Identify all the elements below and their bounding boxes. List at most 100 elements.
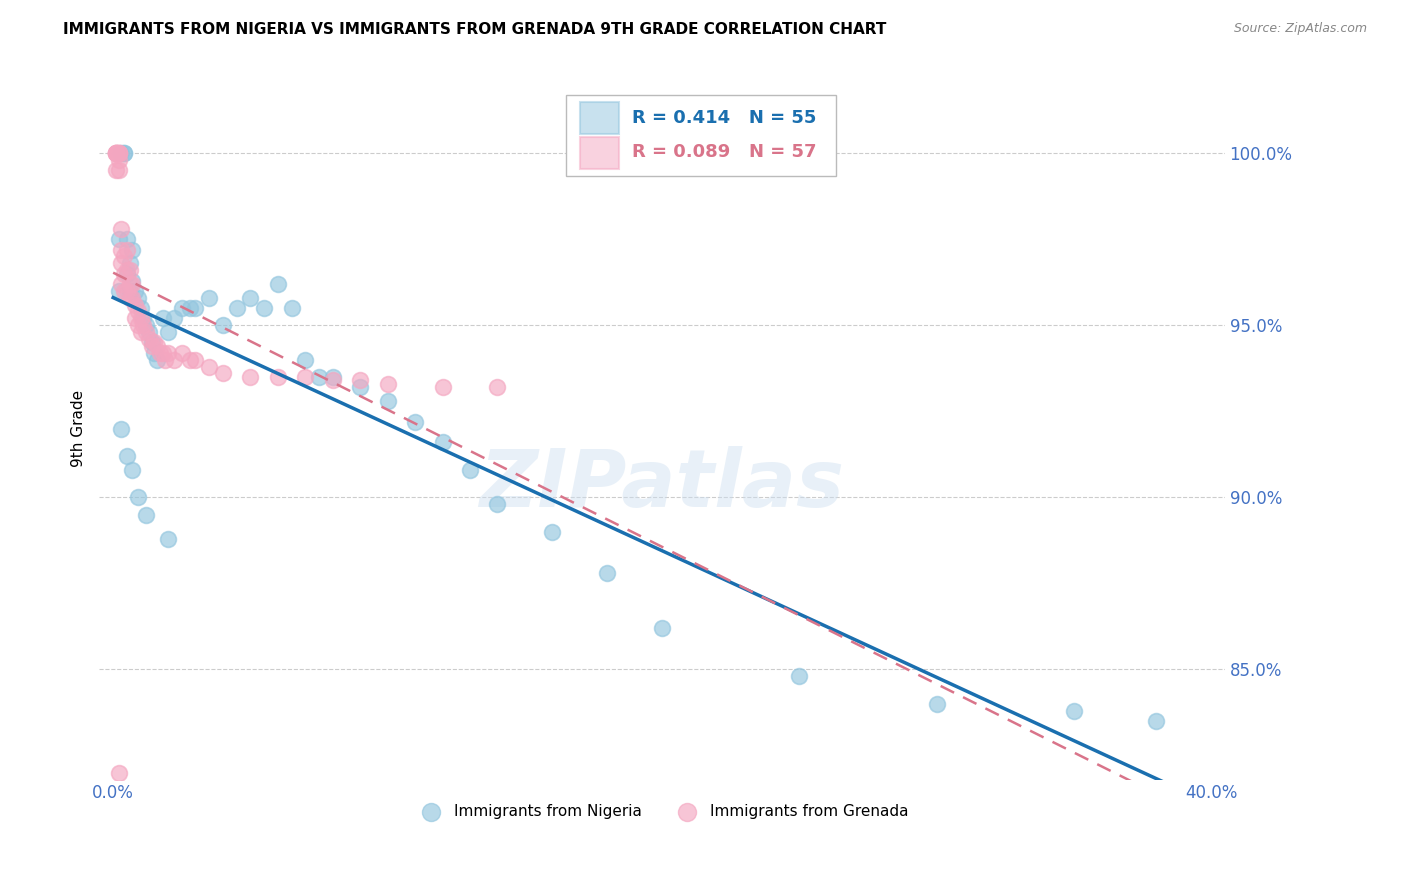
Point xyxy=(127,318,149,333)
Point xyxy=(157,532,180,546)
Point xyxy=(107,146,129,161)
Point xyxy=(110,222,132,236)
Point xyxy=(239,291,262,305)
Point xyxy=(121,463,143,477)
Point xyxy=(294,352,316,367)
Point xyxy=(129,325,152,339)
Point xyxy=(112,249,135,263)
Point xyxy=(121,277,143,291)
Point xyxy=(143,346,166,360)
Point xyxy=(141,335,163,350)
Point xyxy=(104,146,127,161)
Point xyxy=(107,153,129,167)
Point xyxy=(239,370,262,384)
Point xyxy=(541,524,564,539)
Point xyxy=(115,263,138,277)
Point xyxy=(179,301,201,315)
Point xyxy=(104,146,127,161)
Point xyxy=(170,301,193,315)
Point xyxy=(225,301,247,315)
Point xyxy=(107,765,129,780)
Point xyxy=(104,146,127,161)
Point xyxy=(212,367,235,381)
Point xyxy=(110,243,132,257)
Point xyxy=(294,370,316,384)
Point xyxy=(170,346,193,360)
Point xyxy=(162,311,184,326)
Point xyxy=(377,394,399,409)
Point xyxy=(124,311,146,326)
Point xyxy=(112,284,135,298)
Point xyxy=(404,415,426,429)
Point xyxy=(198,359,221,374)
Point xyxy=(432,435,454,450)
Point xyxy=(146,339,169,353)
Point xyxy=(432,380,454,394)
Legend: Immigrants from Nigeria, Immigrants from Grenada: Immigrants from Nigeria, Immigrants from… xyxy=(409,797,915,824)
Point xyxy=(149,346,172,360)
Point xyxy=(121,243,143,257)
Point xyxy=(184,301,207,315)
Point xyxy=(787,669,810,683)
Point xyxy=(280,301,302,315)
FancyBboxPatch shape xyxy=(579,102,619,134)
Y-axis label: 9th Grade: 9th Grade xyxy=(72,390,86,467)
Point xyxy=(115,284,138,298)
Point xyxy=(121,273,143,287)
Point xyxy=(118,277,141,291)
FancyBboxPatch shape xyxy=(567,95,837,176)
Point xyxy=(212,318,235,333)
Point xyxy=(115,449,138,463)
Point xyxy=(1063,704,1085,718)
Point xyxy=(127,291,149,305)
Point xyxy=(107,163,129,178)
Point xyxy=(253,301,276,315)
Point xyxy=(107,284,129,298)
Point xyxy=(107,146,129,161)
FancyBboxPatch shape xyxy=(579,137,619,169)
Point xyxy=(112,267,135,281)
Point xyxy=(129,301,152,315)
Point xyxy=(152,346,174,360)
Point xyxy=(308,370,330,384)
Point xyxy=(107,232,129,246)
Point xyxy=(118,284,141,298)
Point xyxy=(179,352,201,367)
Point xyxy=(132,311,155,326)
Point xyxy=(112,146,135,161)
Point xyxy=(124,284,146,298)
Text: ZIPatlas: ZIPatlas xyxy=(479,446,845,524)
Point xyxy=(135,318,157,333)
Point xyxy=(267,370,290,384)
Text: IMMIGRANTS FROM NIGERIA VS IMMIGRANTS FROM GRENADA 9TH GRADE CORRELATION CHART: IMMIGRANTS FROM NIGERIA VS IMMIGRANTS FR… xyxy=(63,22,887,37)
Point xyxy=(104,146,127,161)
Point xyxy=(110,256,132,270)
Point xyxy=(127,491,149,505)
Text: R = 0.414   N = 55: R = 0.414 N = 55 xyxy=(631,109,815,127)
Point xyxy=(152,311,174,326)
Point xyxy=(267,277,290,291)
Point xyxy=(596,566,619,580)
Point xyxy=(1144,714,1167,728)
Point xyxy=(121,291,143,305)
Point xyxy=(118,291,141,305)
Point xyxy=(377,376,399,391)
Point xyxy=(349,373,371,387)
Point xyxy=(184,352,207,367)
Point xyxy=(146,352,169,367)
Point xyxy=(129,311,152,326)
Point xyxy=(458,463,481,477)
Point xyxy=(110,146,132,161)
Point xyxy=(322,370,344,384)
Point xyxy=(132,318,155,333)
Text: Source: ZipAtlas.com: Source: ZipAtlas.com xyxy=(1233,22,1367,36)
Point xyxy=(115,232,138,246)
Point xyxy=(107,146,129,161)
Point xyxy=(124,297,146,311)
Point xyxy=(486,497,509,511)
Point xyxy=(104,163,127,178)
Point xyxy=(115,267,138,281)
Point xyxy=(138,325,160,339)
Point xyxy=(198,291,221,305)
Text: R = 0.089   N = 57: R = 0.089 N = 57 xyxy=(631,143,817,161)
